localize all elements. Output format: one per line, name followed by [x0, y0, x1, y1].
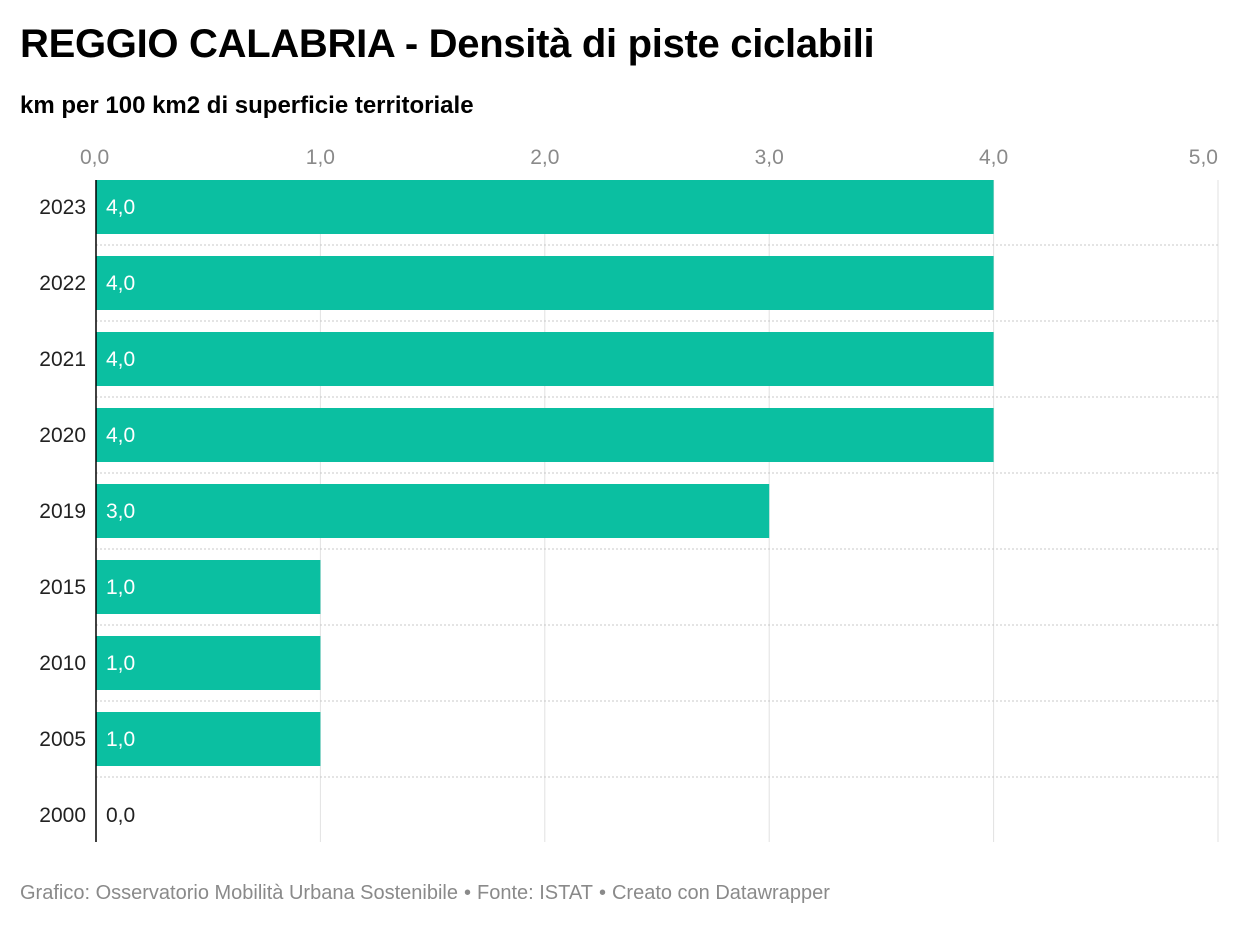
category-label: 2000	[39, 804, 86, 827]
x-tick-label: 0,0	[80, 146, 109, 169]
bar-2021	[96, 332, 994, 386]
x-axis-ticks: 0,0 1,0 2,0 3,0 4,0 5,0	[80, 146, 1218, 169]
category-label: 2005	[39, 728, 86, 751]
value-label: 4,0	[106, 272, 135, 295]
value-label: 1,0	[106, 728, 135, 751]
footer-separator: •	[463, 882, 471, 904]
x-tick-label: 1,0	[306, 146, 335, 169]
x-tick-label: 3,0	[755, 146, 784, 169]
value-label: 4,0	[106, 196, 135, 219]
chart-footer: Grafico: Osservatorio Mobilità Urbana So…	[20, 882, 830, 905]
bars	[96, 180, 994, 766]
chart-title: REGGIO CALABRIA - Densità di piste cicla…	[20, 22, 875, 66]
bar-2005	[96, 712, 321, 766]
value-label: 1,0	[106, 576, 135, 599]
x-tick-label: 5,0	[1189, 146, 1218, 169]
category-label: 2021	[39, 348, 86, 371]
category-label: 2015	[39, 576, 86, 599]
category-label: 2022	[39, 272, 86, 295]
chart-subtitle: km per 100 km2 di superficie territorial…	[20, 92, 474, 119]
grid-layer	[96, 180, 1219, 842]
value-labels: 4,0 4,0 4,0 4,0 3,0 1,0 1,0 1,0 0,0	[106, 196, 135, 827]
x-tick-label: 4,0	[979, 146, 1008, 169]
category-labels: 2023 2022 2021 2020 2019 2015 2010 2005 2000	[39, 196, 86, 827]
bar-2015	[96, 560, 321, 614]
category-label: 2010	[39, 652, 86, 675]
category-label: 2019	[39, 500, 86, 523]
value-label: 1,0	[106, 652, 135, 675]
bar-2019	[96, 484, 770, 538]
made-with: Creato con Datawrapper	[611, 882, 830, 904]
value-label: 3,0	[106, 500, 135, 523]
value-label: 4,0	[106, 424, 135, 447]
value-label: 4,0	[106, 348, 135, 371]
bar-2010	[96, 636, 321, 690]
bar-2020	[96, 408, 994, 462]
bar-2022	[96, 256, 994, 310]
footer-separator: •	[598, 882, 606, 904]
data-source: Fonte: ISTAT	[476, 882, 593, 904]
value-label: 0,0	[106, 804, 135, 827]
category-label: 2023	[39, 196, 86, 219]
category-label: 2020	[39, 424, 86, 447]
bar-2023	[96, 180, 994, 234]
x-tick-label: 2,0	[530, 146, 559, 169]
chart-credit: Grafico: Osservatorio Mobilità Urbana So…	[20, 882, 458, 904]
